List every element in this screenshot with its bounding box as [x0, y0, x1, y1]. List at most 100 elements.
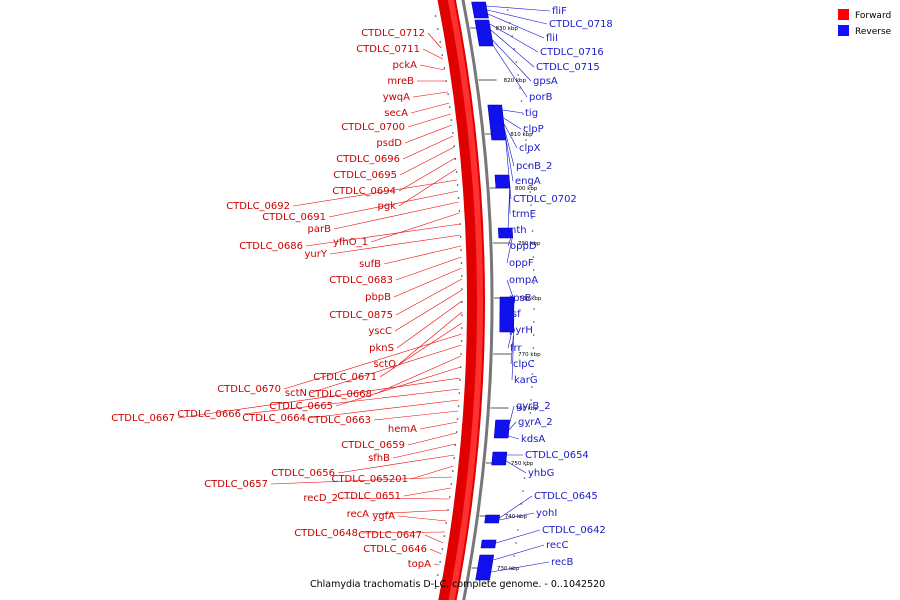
minor-tick-dot [530, 204, 532, 206]
forward-gene-label: pgk [378, 201, 397, 212]
minor-tick-dot [456, 184, 459, 186]
reverse-gene-label: rpsB [509, 293, 532, 304]
forward-leader-line [392, 443, 456, 459]
tick-label: 810 kbp [510, 132, 533, 138]
forward-strand-highlight [447, 0, 483, 600]
forward-gene-label: CTDLC_0664 [242, 413, 306, 424]
forward-leader-line [333, 201, 459, 230]
minor-tick-dot [445, 522, 448, 524]
forward-leader-line [373, 410, 459, 421]
forward-gene-label: CTDLC_0668 [308, 389, 372, 400]
minor-tick-dot [448, 106, 451, 108]
forward-gene-label: mreB [387, 76, 414, 87]
reverse-leader-line [510, 329, 515, 365]
reverse-leader-line [490, 29, 535, 68]
reverse-gene-label: clpX [519, 143, 541, 154]
minor-tick-dot [434, 587, 437, 589]
tick-label: 780 kbp [519, 296, 542, 302]
forward-gene-label: sctQ [374, 359, 397, 370]
forward-gene-label: CTDLC_0686 [239, 241, 303, 252]
reverse-leader-line [492, 39, 532, 82]
forward-leader-line [399, 146, 455, 176]
forward-leader-line [412, 91, 448, 98]
forward-gene-label: hemA [388, 424, 417, 435]
genome-ring [437, 0, 494, 600]
forward-leader-line [177, 377, 461, 419]
reverse-leader-line [505, 137, 512, 200]
forward-gene-label: CTDLC_0646 [363, 544, 427, 555]
minor-tick-dot [529, 191, 532, 193]
legend-reverse-label: Reverse [855, 27, 892, 37]
reverse-leader-line [507, 323, 515, 349]
minor-tick-dot [445, 80, 448, 82]
minor-tick-dot [528, 425, 531, 427]
minor-tick-dot [527, 438, 530, 440]
minor-tick-dot [531, 230, 534, 232]
reverse-feature-block [474, 19, 494, 47]
reverse-gene-label: gpsA [533, 76, 558, 87]
minor-tick-dot [533, 295, 535, 297]
forward-leader-line [329, 234, 461, 255]
minor-tick-dot [508, 581, 511, 583]
reverse-leader-line [493, 544, 545, 561]
reverse-leader-line [499, 512, 535, 521]
forward-gene-label: CTDLC_0691 [262, 212, 326, 223]
forward-gene-label: CTDLC_0665 [269, 401, 333, 412]
reverse-gene-label: trmE [512, 209, 536, 220]
forward-gene-label: CTDLC_0700 [341, 122, 405, 133]
minor-tick-dot [447, 93, 449, 95]
minor-tick-dot [519, 87, 521, 89]
reverse-gene-label: gyrB_2 [516, 401, 551, 412]
minor-tick-dot [531, 217, 533, 219]
minor-tick-dot [437, 574, 439, 576]
reverse-gene-labels: fliF CTDLC_0718 fliI CTDLC_0716 CTDLC_0715gp… [508, 6, 613, 568]
forward-gene-label: CTDLC_0657 [204, 479, 268, 490]
reverse-leader-line [489, 23, 539, 53]
forward-leader-line [398, 157, 456, 192]
minor-tick-dot [517, 529, 519, 531]
forward-gene-label: psdD [376, 138, 402, 149]
minor-tick-dot [460, 340, 463, 342]
reverse-leader-line [503, 117, 522, 130]
tick-label: 830 kbp [496, 26, 519, 32]
reverse-leader-line [506, 279, 515, 301]
forward-leader-line [422, 48, 444, 60]
minor-tick-dot [457, 197, 460, 199]
minor-tick-dot [526, 152, 528, 154]
reverse-gene-label: frr [510, 343, 522, 354]
reverse-gene-label: CTDLC_0642 [542, 525, 606, 536]
minor-tick-dot [460, 327, 463, 329]
forward-leader-line [379, 322, 463, 378]
tick-label: 820 kbp [504, 78, 527, 84]
reverse-gene-label: gyrA_2 [518, 417, 553, 428]
forward-gene-label: yurY [305, 249, 328, 260]
forward-gene-label: CTDLC_0711 [356, 44, 420, 55]
forward-leader-line [308, 399, 459, 419]
reverse-leader-line [505, 134, 514, 182]
minor-tick-dot [523, 477, 526, 479]
reverse-gene-label: CTDLC_0715 [536, 62, 600, 73]
reverse-leader-line [508, 435, 520, 440]
minor-tick-dot [533, 321, 535, 323]
minor-tick-dot [448, 496, 451, 498]
minor-tick-dot [443, 535, 446, 537]
forward-leader-line [292, 179, 458, 207]
forward-leader-line [309, 344, 462, 394]
minor-tick-dot [439, 561, 441, 563]
minor-tick-dot [461, 288, 463, 290]
reverse-leader-line [507, 232, 513, 247]
minor-tick-dot [455, 171, 458, 173]
minor-tick-dot [523, 126, 526, 128]
forward-gene-label: CTDLC_0656 [271, 468, 335, 479]
minor-tick-dot [533, 308, 535, 310]
minor-tick-dot [533, 282, 535, 284]
minor-tick-dot [532, 256, 535, 258]
reverse-gene-label: recC [546, 540, 569, 551]
minor-tick-dot [458, 210, 461, 212]
forward-gene-leaders [177, 32, 463, 566]
forward-leader-line [419, 421, 458, 430]
reverse-gene-label: yohI [536, 508, 557, 519]
forward-leader-line [429, 548, 442, 555]
forward-leader-line [337, 454, 455, 474]
